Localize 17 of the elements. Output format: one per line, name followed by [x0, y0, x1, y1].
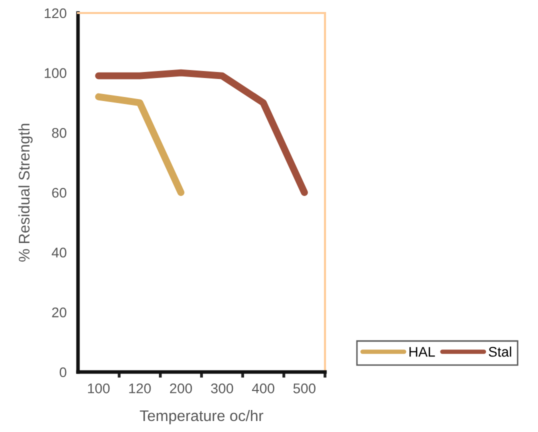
y-tick-label: 60 [52, 188, 66, 198]
x-tick-label: 400 [252, 383, 274, 394]
legend-label: HAL [409, 347, 435, 357]
legend-label: Stal [488, 346, 512, 357]
y-tick-label: 40 [52, 248, 66, 258]
x-tick-label: 300 [211, 383, 234, 394]
y-tick-label: 0 [60, 367, 66, 378]
x-tick-label: 200 [170, 383, 192, 394]
y-tick-label: 100 [44, 68, 66, 78]
y-axis-title: % Residual Strength [18, 124, 33, 262]
y-tick-label: 80 [52, 128, 66, 138]
x-tick-label: 120 [129, 383, 151, 394]
x-tick-label: 100 [88, 383, 110, 394]
y-tick-label: 120 [44, 8, 66, 18]
y-tick-label: 20 [52, 308, 66, 318]
x-axis-title: Temperature oc/hr [140, 410, 264, 424]
x-tick-label: 500 [293, 383, 316, 394]
